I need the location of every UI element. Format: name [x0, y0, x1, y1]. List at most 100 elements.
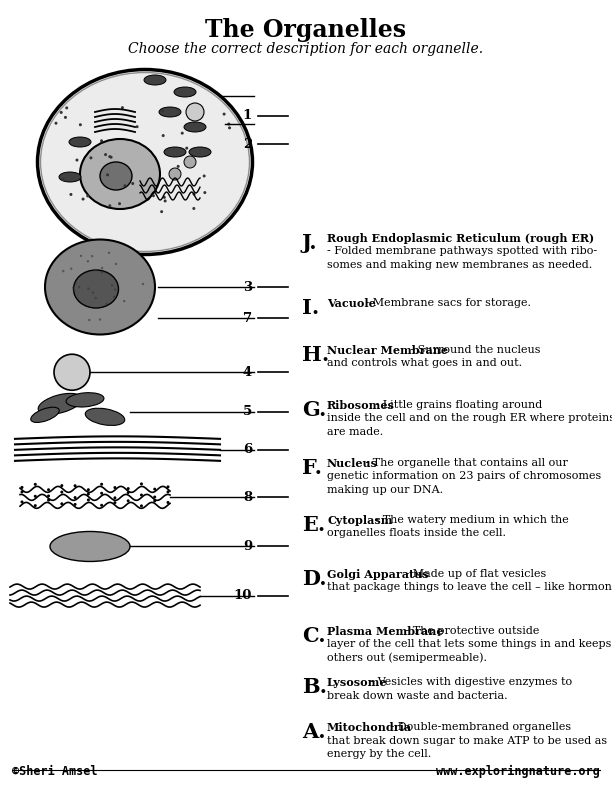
Text: F.: F. [302, 458, 322, 478]
Circle shape [113, 497, 116, 499]
Circle shape [192, 207, 195, 210]
Ellipse shape [100, 162, 132, 190]
Circle shape [100, 492, 103, 495]
Circle shape [181, 131, 184, 135]
Circle shape [73, 484, 76, 487]
Ellipse shape [85, 408, 125, 425]
Text: E.: E. [302, 515, 325, 535]
Circle shape [72, 287, 75, 289]
Text: 5: 5 [243, 406, 252, 418]
Text: Golgi Apparatus: Golgi Apparatus [327, 569, 428, 580]
Circle shape [111, 284, 113, 287]
Ellipse shape [80, 139, 160, 209]
Circle shape [75, 282, 77, 284]
Circle shape [99, 318, 102, 321]
Circle shape [34, 505, 37, 507]
Text: C.: C. [302, 626, 326, 645]
Circle shape [20, 486, 23, 489]
Circle shape [140, 493, 143, 497]
Text: Lysosome: Lysosome [327, 677, 387, 688]
Circle shape [203, 191, 206, 194]
Ellipse shape [50, 531, 130, 562]
Text: - Surround the nucleus: - Surround the nucleus [407, 345, 540, 355]
Text: ©Sheri Amsel: ©Sheri Amsel [12, 765, 97, 778]
Text: break down waste and bacteria.: break down waste and bacteria. [327, 691, 507, 701]
Circle shape [108, 204, 111, 208]
Text: G.: G. [302, 400, 326, 420]
Text: H.: H. [302, 345, 329, 364]
Circle shape [127, 491, 130, 494]
Circle shape [73, 496, 76, 499]
Circle shape [105, 303, 108, 305]
Circle shape [166, 490, 170, 493]
Circle shape [136, 125, 138, 128]
Ellipse shape [159, 107, 181, 117]
Text: - Made up of flat vesicles: - Made up of flat vesicles [402, 569, 547, 579]
Ellipse shape [184, 122, 206, 132]
Ellipse shape [38, 394, 82, 414]
Text: - Double-membraned organelles: - Double-membraned organelles [387, 722, 571, 733]
Circle shape [227, 123, 230, 126]
Circle shape [70, 268, 72, 270]
Circle shape [106, 173, 109, 177]
Text: The Organelles: The Organelles [206, 18, 406, 42]
Circle shape [114, 288, 116, 291]
Circle shape [166, 501, 170, 504]
Circle shape [95, 269, 97, 272]
Text: - The organelle that contains all our: - The organelle that contains all our [362, 458, 568, 468]
Circle shape [113, 295, 116, 298]
Circle shape [101, 267, 103, 269]
Circle shape [123, 300, 125, 303]
Text: 3: 3 [243, 281, 252, 294]
Circle shape [193, 192, 195, 196]
Circle shape [88, 287, 90, 290]
Circle shape [184, 156, 196, 168]
Circle shape [127, 487, 130, 490]
Text: 4: 4 [243, 366, 252, 379]
Text: J.: J. [302, 233, 318, 253]
Circle shape [124, 185, 127, 187]
Text: Nuclear Membrane: Nuclear Membrane [327, 345, 448, 356]
Text: B.: B. [302, 677, 327, 697]
Ellipse shape [37, 70, 253, 254]
Text: making up our DNA.: making up our DNA. [327, 485, 443, 495]
Text: www.exploringnature.org: www.exploringnature.org [436, 765, 600, 778]
Circle shape [153, 496, 156, 498]
Text: Mitochondria: Mitochondria [327, 722, 412, 733]
Text: organelles floats inside the cell.: organelles floats inside the cell. [327, 528, 506, 539]
Circle shape [100, 504, 103, 507]
Circle shape [223, 112, 226, 116]
Text: layer of the cell that lets some things in and keeps: layer of the cell that lets some things … [327, 639, 611, 649]
Ellipse shape [40, 73, 250, 252]
Text: 7: 7 [243, 312, 252, 325]
Circle shape [203, 174, 206, 177]
Text: and controls what goes in and out.: and controls what goes in and out. [327, 358, 522, 368]
Text: 6: 6 [243, 444, 252, 456]
Text: that break down sugar to make ATP to be used as: that break down sugar to make ATP to be … [327, 736, 607, 746]
Circle shape [88, 319, 91, 322]
Circle shape [75, 158, 78, 162]
Circle shape [34, 483, 37, 485]
Circle shape [87, 488, 90, 491]
Circle shape [87, 260, 89, 262]
Text: Choose the correct description for each organelle.: Choose the correct description for each … [129, 42, 483, 56]
Circle shape [108, 155, 111, 158]
Circle shape [163, 200, 166, 203]
Circle shape [121, 106, 124, 109]
Text: 2: 2 [243, 138, 252, 150]
Text: Cytoplasm: Cytoplasm [327, 515, 392, 526]
Circle shape [101, 271, 103, 273]
Circle shape [62, 178, 65, 181]
Text: others out (semipermeable).: others out (semipermeable). [327, 653, 487, 663]
Circle shape [62, 270, 64, 272]
Circle shape [64, 116, 67, 119]
Circle shape [34, 495, 37, 498]
Circle shape [87, 498, 90, 501]
Circle shape [86, 194, 89, 197]
Circle shape [131, 182, 134, 185]
Circle shape [61, 490, 63, 493]
Circle shape [78, 286, 80, 288]
Circle shape [169, 168, 181, 180]
Ellipse shape [59, 172, 81, 182]
Ellipse shape [66, 393, 104, 407]
